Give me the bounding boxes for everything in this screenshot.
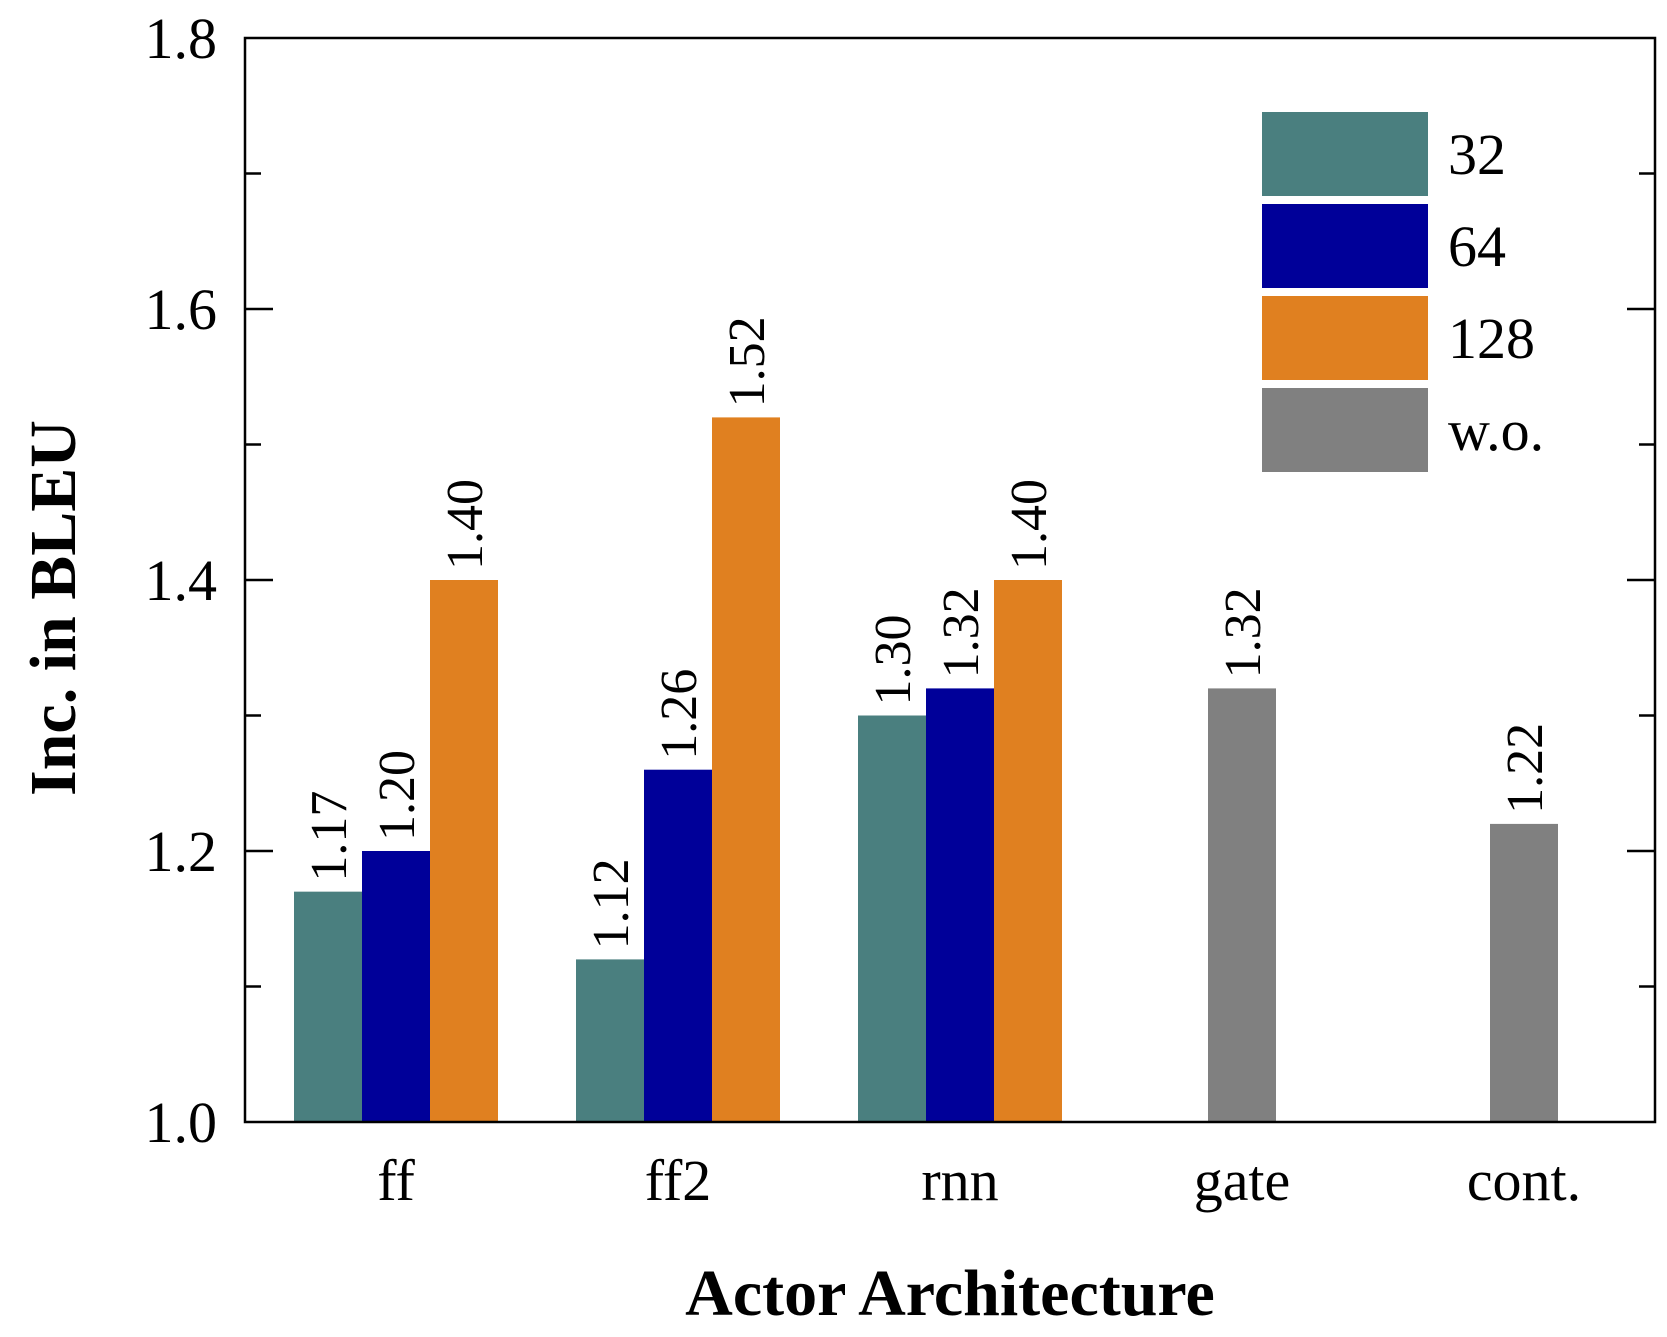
bar-value-label: 1.12	[583, 858, 640, 949]
bar	[430, 580, 498, 1122]
x-tick-label: ff	[377, 1148, 415, 1213]
data-labels-layer: 1.17 1.201.401.121.261.521.30 1.321.401.32…	[301, 316, 1554, 949]
bar	[858, 715, 926, 1122]
bar	[1208, 688, 1276, 1122]
legend-swatch	[1262, 204, 1428, 288]
bar-value-label: 1.17	[301, 791, 358, 882]
bar-value-label: 1.26	[651, 669, 708, 760]
x-axis-title: Actor Architecture	[685, 1257, 1215, 1330]
bar-value-label: 1.40	[437, 479, 494, 570]
bar-value-label: 1.20	[369, 750, 426, 841]
bar-value-label: 1.22	[1497, 723, 1554, 814]
x-tick-label: cont.	[1467, 1148, 1581, 1213]
bar-value-label: 1.32	[1215, 587, 1272, 678]
bars-layer	[294, 417, 1558, 1122]
legend-swatch	[1262, 388, 1428, 472]
bar	[644, 769, 712, 1122]
legend-swatch	[1262, 296, 1428, 380]
bar	[1490, 823, 1558, 1122]
legend: 32 64 128 w.o.	[1262, 112, 1544, 472]
bar-value-label: 1.52	[719, 316, 776, 407]
y-axis-title: Inc. in BLEU	[17, 420, 90, 796]
x-tick-label: gate	[1194, 1148, 1291, 1213]
bar	[576, 959, 644, 1122]
y-tick-label: 1.8	[145, 6, 218, 71]
legend-swatch	[1262, 112, 1428, 196]
bar	[926, 688, 994, 1122]
bar	[294, 891, 362, 1122]
bar	[994, 580, 1062, 1122]
y-tick-label: 1.6	[145, 277, 218, 342]
legend-label: 32	[1448, 122, 1506, 187]
legend-label: 64	[1448, 214, 1506, 279]
bar	[362, 851, 430, 1122]
x-tick-label: ff2	[645, 1148, 712, 1213]
x-tick-label: rnn	[921, 1148, 998, 1213]
y-tick-label: 1.0	[145, 1090, 218, 1155]
legend-label: w.o.	[1448, 398, 1544, 463]
bar	[712, 417, 780, 1122]
y-tick-label: 1.4	[145, 548, 218, 613]
y-tick-label: 1.2	[145, 819, 218, 884]
bar-value-label: 1.30	[865, 615, 922, 706]
axes-layer: 1.0 1.2 1.4 1.6 1.8 ff ff2 rnn gate cont.	[145, 6, 1657, 1213]
bar-value-label: 1.32	[933, 587, 990, 678]
bar-value-label: 1.40	[1001, 479, 1058, 570]
legend-label: 128	[1448, 306, 1535, 371]
